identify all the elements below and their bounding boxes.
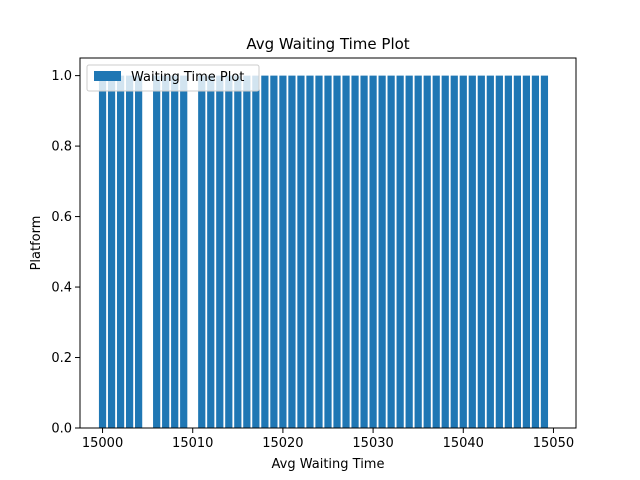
bar-15024 xyxy=(315,75,323,428)
bar-15034 xyxy=(405,75,413,428)
bar-15046 xyxy=(513,75,521,428)
bar-15002 xyxy=(116,75,125,428)
bar-15032 xyxy=(387,75,395,428)
bar-15041 xyxy=(468,75,476,428)
bar-15026 xyxy=(333,75,341,428)
bar-15028 xyxy=(351,75,359,428)
bar-15011 xyxy=(198,75,206,428)
bar-15038 xyxy=(441,75,449,428)
bar-15007 xyxy=(162,75,170,428)
bar-15003 xyxy=(125,75,134,428)
legend-box xyxy=(86,64,260,92)
bar-15014 xyxy=(225,75,233,428)
y-tick-label: 0.6 xyxy=(51,210,72,225)
y-tick-label: 0.0 xyxy=(51,422,72,437)
bar-15031 xyxy=(378,75,386,428)
bar-15018 xyxy=(261,75,269,428)
x-axis-ticks: 15000 15010 15020 15030 15040 15050 xyxy=(82,428,574,451)
y-axis-ticks: 0.0 0.2 0.4 0.6 0.8 1.0 xyxy=(51,69,80,437)
bar-15019 xyxy=(270,75,278,428)
bar-15008 xyxy=(171,75,179,428)
chart-title: Avg Waiting Time Plot xyxy=(246,35,409,53)
bar-15027 xyxy=(342,75,350,428)
bar-15009 xyxy=(180,75,188,428)
bar-15042 xyxy=(477,75,485,428)
x-tick-label: 15040 xyxy=(443,436,484,451)
legend-label: Waiting Time Plot xyxy=(131,70,244,85)
bar-15047 xyxy=(522,75,531,428)
y-tick-label: 1.0 xyxy=(51,69,72,84)
x-tick-label: 15000 xyxy=(82,436,123,451)
x-axis-label: Avg Waiting Time xyxy=(272,457,385,472)
y-axis-label: Platform xyxy=(29,216,44,271)
bar-15016 xyxy=(243,75,251,428)
bar-15040 xyxy=(459,75,467,428)
bars-group xyxy=(98,75,549,428)
bar-15043 xyxy=(486,75,494,428)
bar-15033 xyxy=(396,75,404,428)
bar-15037 xyxy=(432,75,440,428)
plot-frame xyxy=(79,57,577,429)
bar-15023 xyxy=(306,75,314,428)
bar-15030 xyxy=(369,75,377,428)
bar-15035 xyxy=(414,75,422,428)
bar-15020 xyxy=(279,75,287,428)
x-tick-label: 15030 xyxy=(352,436,393,451)
bar-15045 xyxy=(504,75,512,428)
bar-15012 xyxy=(207,75,215,428)
bar-15025 xyxy=(324,75,332,428)
bar-15006 xyxy=(153,75,161,428)
bar-15029 xyxy=(360,75,368,428)
bar-15049 xyxy=(540,75,549,428)
x-tick-label: 15050 xyxy=(533,436,574,451)
x-tick-label: 15010 xyxy=(172,436,213,451)
bar-15022 xyxy=(297,75,305,428)
y-tick-label: 0.2 xyxy=(51,351,72,366)
bar-15015 xyxy=(234,75,242,428)
bar-15021 xyxy=(288,75,296,428)
bar-15039 xyxy=(450,75,458,428)
bar-15017 xyxy=(252,75,260,428)
bar-15013 xyxy=(216,75,224,428)
bar-15004 xyxy=(135,75,143,428)
legend-swatch xyxy=(94,71,121,81)
legend: Waiting Time Plot xyxy=(86,64,260,92)
bar-15048 xyxy=(531,75,540,428)
bar-15036 xyxy=(423,75,431,428)
bar-15001 xyxy=(107,75,116,428)
x-tick-label: 15020 xyxy=(262,436,303,451)
y-tick-label: 0.8 xyxy=(51,140,72,155)
y-tick-label: 0.4 xyxy=(51,281,72,296)
bar-15000 xyxy=(98,75,107,428)
bar-15044 xyxy=(495,75,503,428)
